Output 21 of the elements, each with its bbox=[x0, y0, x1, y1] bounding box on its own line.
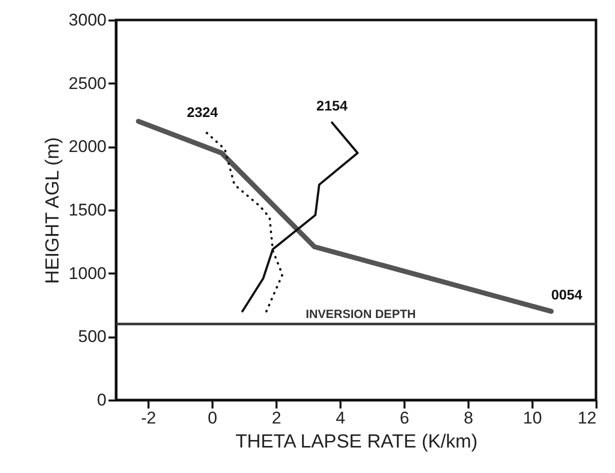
x-tick-label: 2 bbox=[272, 408, 282, 428]
x-tick-label: 6 bbox=[400, 408, 410, 428]
ref-line-label: INVERSION DEPTH bbox=[306, 307, 416, 321]
series-label: 2324 bbox=[186, 104, 218, 120]
x-tick-label: -2 bbox=[140, 408, 156, 428]
y-tick-label: 1500 bbox=[68, 200, 106, 220]
series-label: 2154 bbox=[316, 98, 348, 114]
x-tick-label: 0 bbox=[208, 408, 218, 428]
y-tick-label: 2500 bbox=[68, 74, 106, 93]
y-tick-label: 1000 bbox=[68, 264, 106, 283]
x-axis-title: THETA LAPSE RATE (K/km) bbox=[235, 432, 478, 452]
series-label: 0054 bbox=[551, 286, 583, 302]
x-tick-label: 10 bbox=[523, 408, 542, 428]
x-tick-label: 4 bbox=[336, 408, 346, 428]
y-axis-title: HEIGHT AGL (m) bbox=[42, 137, 64, 284]
x-tick-label: 12 bbox=[578, 408, 596, 428]
x-tick-label: 8 bbox=[464, 408, 474, 428]
y-tick-label: 2000 bbox=[68, 137, 106, 156]
y-tick-label: 3000 bbox=[68, 10, 106, 30]
y-tick-label: 0 bbox=[97, 390, 106, 410]
y-tick-label: 500 bbox=[78, 327, 106, 346]
